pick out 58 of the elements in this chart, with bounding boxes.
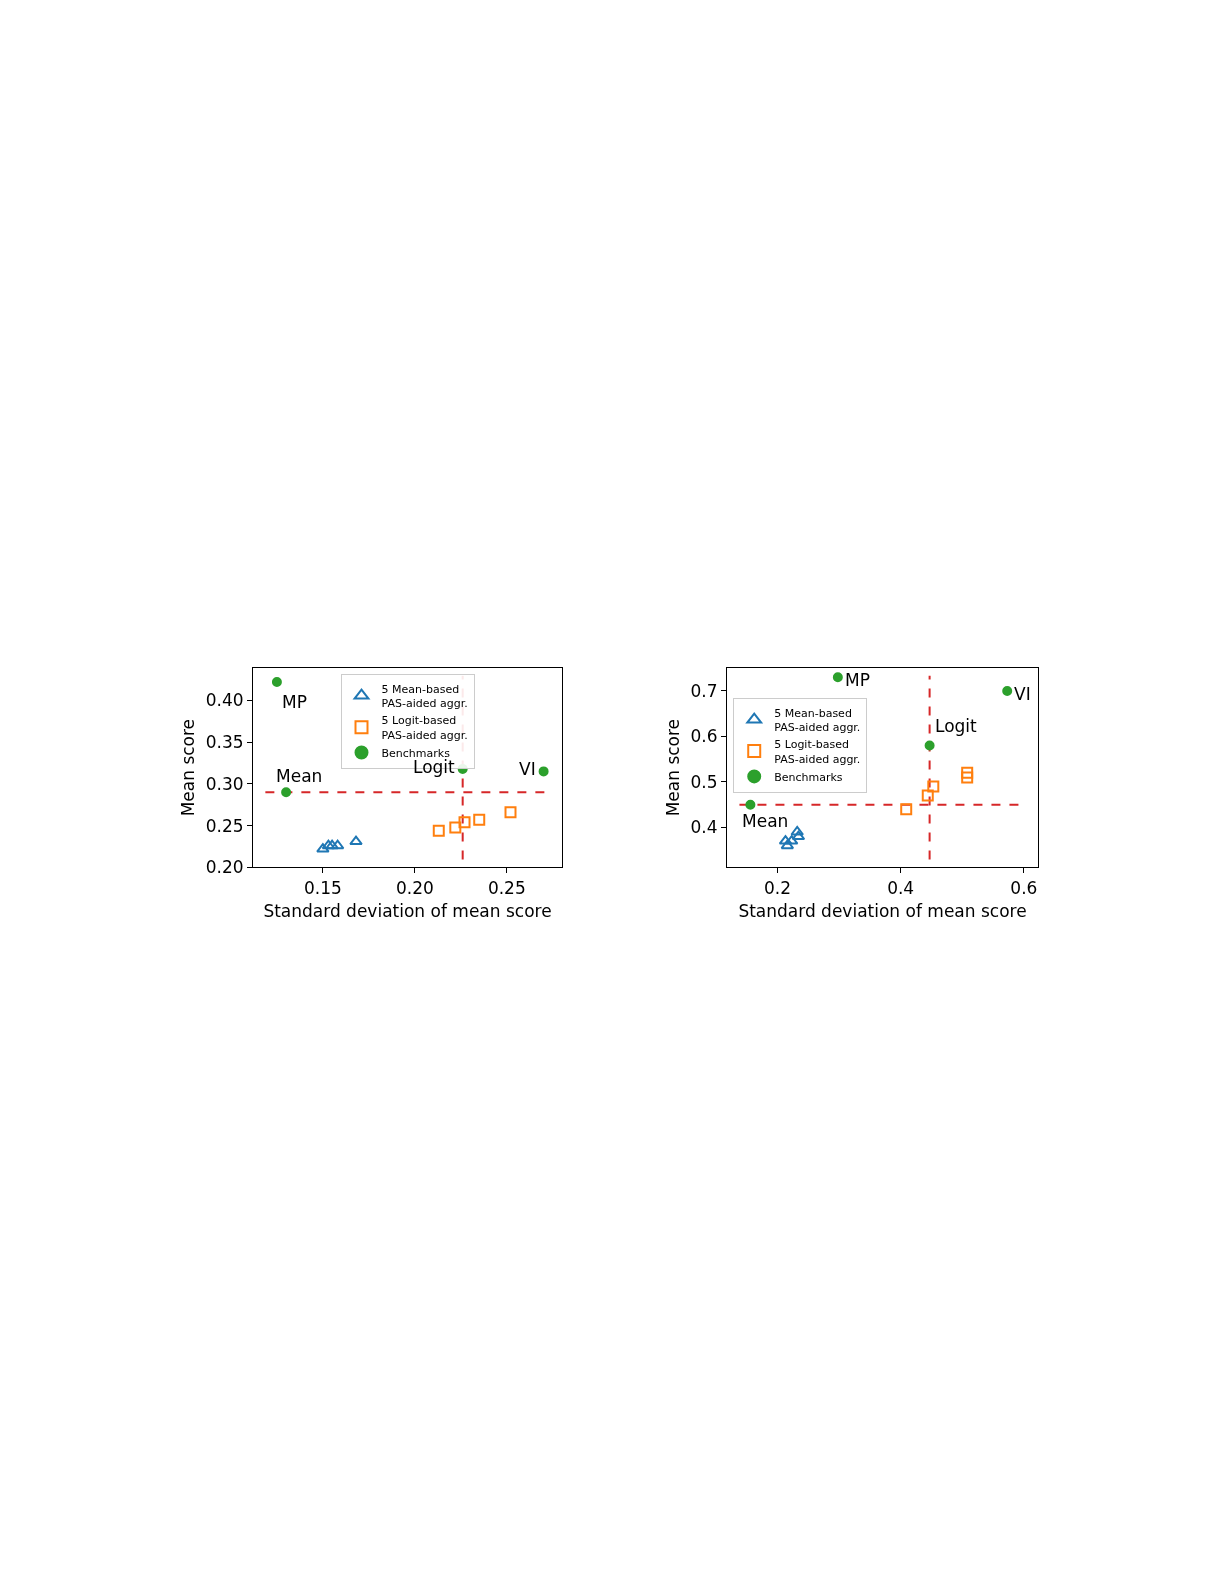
legend-label: 5 Mean-based PAS-aided aggr. [774, 706, 861, 734]
annotation: VI [1014, 684, 1031, 704]
point [791, 830, 806, 841]
point [473, 813, 486, 826]
point [924, 740, 935, 751]
annotation: VI [519, 759, 536, 779]
point [432, 824, 445, 837]
annotation: Logit [413, 757, 456, 777]
x-tick-label: 0.15 [303, 877, 342, 898]
annotation: MP [845, 670, 870, 690]
point [458, 816, 471, 829]
point [316, 843, 330, 853]
y-tick-label: 0.35 [205, 732, 244, 753]
y-tick-label: 0.20 [205, 857, 244, 878]
point [449, 821, 462, 834]
y-axis-title: Mean score [663, 718, 684, 817]
point [921, 789, 934, 802]
point [832, 672, 843, 683]
x-tick-label: 0.25 [487, 877, 526, 898]
point [271, 676, 282, 687]
point [745, 799, 756, 810]
x-tick-label: 0.20 [395, 877, 434, 898]
y-tick-label: 0.4 [690, 817, 718, 838]
point [281, 787, 292, 798]
annotation: Logit [935, 716, 978, 736]
y-tick-label: 0.7 [690, 680, 718, 701]
point [538, 766, 549, 777]
x-axis-title: Standard deviation of mean score [263, 901, 552, 922]
y-tick-label: 0.25 [205, 815, 244, 836]
legend-label: 5 Logit-based PAS-aided aggr. [381, 714, 468, 742]
x-axis-title: Standard deviation of mean score [738, 901, 1027, 922]
point [961, 771, 974, 784]
point [325, 839, 339, 850]
y-tick-label: 0.30 [205, 773, 244, 794]
legend-label: 5 Logit-based PAS-aided aggr. [774, 738, 861, 766]
point [321, 839, 336, 850]
point [504, 806, 517, 819]
annotation: Mean [276, 766, 323, 786]
point [330, 839, 345, 850]
legend-label: Benchmarks [774, 770, 843, 784]
y-tick-label: 0.40 [205, 690, 244, 711]
annotation: Mean [742, 811, 789, 831]
x-tick-label: 0.2 [763, 877, 792, 898]
point [1002, 685, 1013, 696]
point [961, 766, 974, 779]
y-tick-label: 0.5 [690, 771, 718, 792]
point [927, 780, 940, 793]
legend-label: Benchmarks [381, 746, 451, 760]
y-axis-title: Mean score [178, 718, 199, 817]
point [790, 826, 804, 836]
x-tick-label: 0.6 [1010, 877, 1038, 898]
x-tick-label: 0.4 [887, 877, 915, 898]
point [900, 803, 913, 816]
point [780, 839, 795, 850]
point [349, 835, 363, 846]
legend-label: 5 Mean-based PAS-aided aggr. [381, 682, 468, 710]
annotation: MP [282, 692, 307, 712]
y-tick-label: 0.6 [690, 726, 718, 747]
